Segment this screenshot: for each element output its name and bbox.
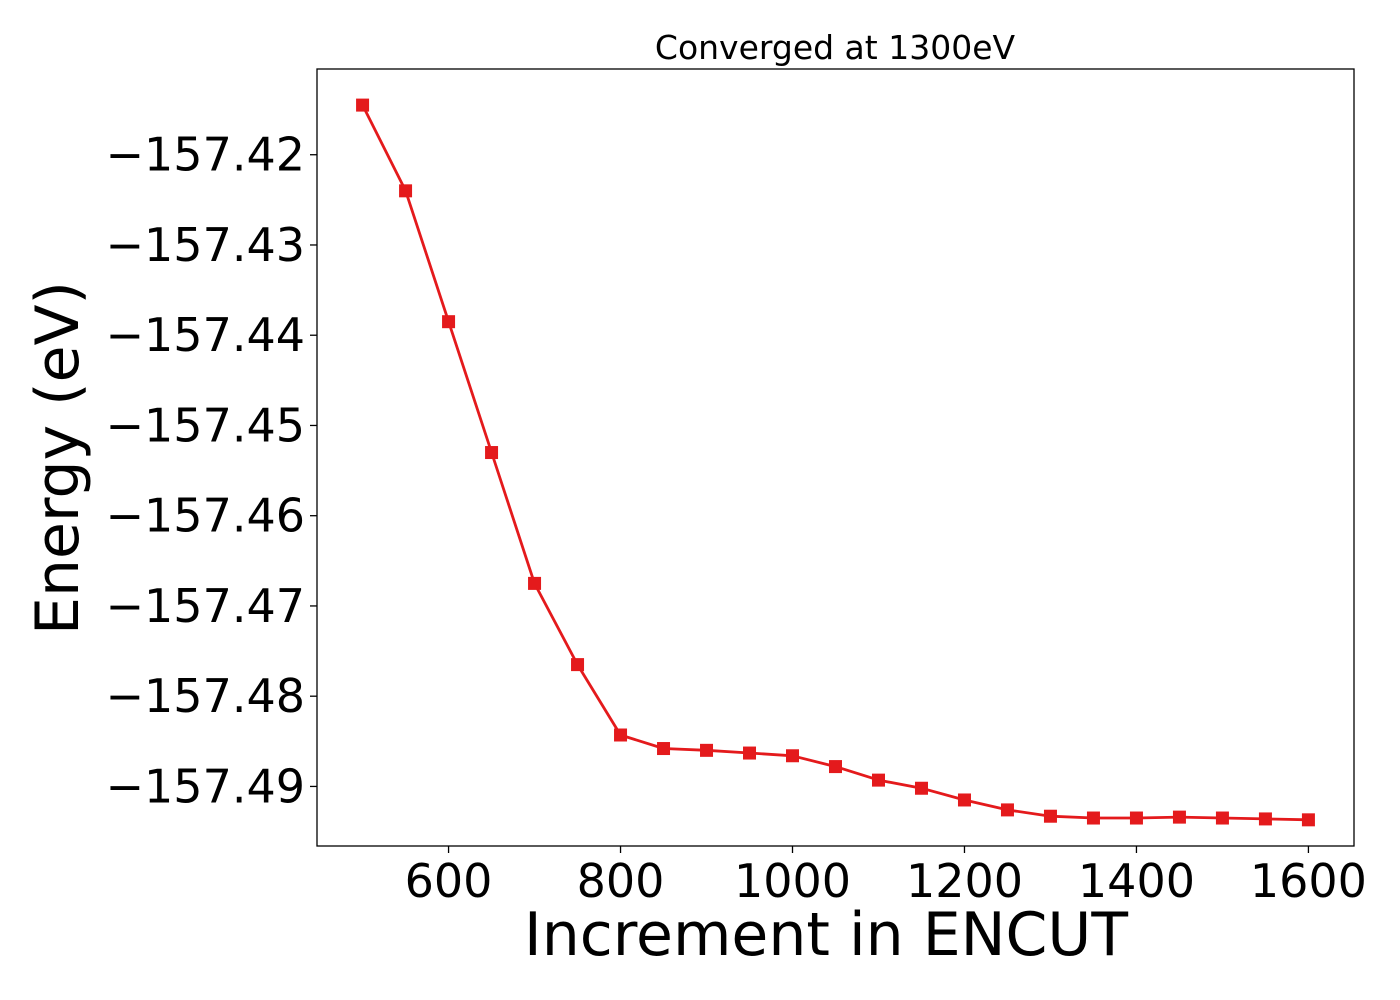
data-point-marker: [786, 749, 800, 763]
y-tick-label: −157.47: [106, 579, 306, 633]
y-tick-label: −157.49: [106, 759, 306, 813]
y-axis-ticks: −157.42 −157.43 −157.44 −157.45 −157.46 −157.…: [106, 128, 317, 813]
chart-title: Converged at 1300eV: [655, 28, 1016, 67]
data-point-marker: [1301, 813, 1315, 827]
x-tick-label: 1200: [906, 854, 1023, 908]
series-group: [356, 98, 1315, 827]
x-axis-label: Increment in ENCUT: [524, 900, 1128, 970]
y-tick-label: −157.46: [106, 489, 306, 543]
x-axis-ticks: 600 800 1000 1200 1400 1600: [405, 846, 1367, 908]
data-point-marker: [1000, 803, 1014, 817]
data-point-marker: [914, 781, 928, 795]
x-tick-label: 1600: [1250, 854, 1367, 908]
y-tick-label: −157.43: [106, 218, 306, 272]
data-point-marker: [1129, 811, 1143, 825]
data-point-marker: [1258, 812, 1272, 826]
data-point-marker: [1043, 809, 1057, 823]
data-point-marker: [571, 658, 585, 672]
data-point-marker: [700, 743, 714, 757]
data-point-marker: [442, 315, 456, 329]
y-tick-label: −157.44: [106, 308, 306, 362]
data-point-marker: [829, 760, 842, 774]
data-point-marker: [399, 184, 413, 198]
y-tick-label: −157.42: [106, 128, 306, 182]
x-tick-label: 800: [577, 854, 665, 908]
y-tick-label: −157.48: [106, 669, 306, 723]
y-axis-label: Energy (eV): [23, 281, 93, 635]
series-line: [361, 104, 1309, 822]
data-point-marker: [1215, 811, 1229, 825]
data-point-marker: [356, 98, 370, 112]
x-tick-label: 600: [405, 854, 493, 908]
data-point-marker: [743, 746, 757, 760]
data-point-marker: [528, 576, 542, 590]
data-point-marker: [871, 773, 885, 787]
data-point-marker: [485, 446, 499, 460]
plot-area-frame: [316, 68, 1355, 847]
data-point-marker: [957, 793, 971, 807]
data-point-marker: [614, 728, 628, 742]
y-tick-label: −157.45: [106, 398, 306, 452]
x-tick-label: 1000: [734, 854, 851, 908]
data-point-marker: [657, 742, 671, 756]
data-point-marker: [1172, 810, 1186, 824]
x-tick-label: 1400: [1078, 854, 1195, 908]
data-point-marker: [1086, 811, 1100, 825]
